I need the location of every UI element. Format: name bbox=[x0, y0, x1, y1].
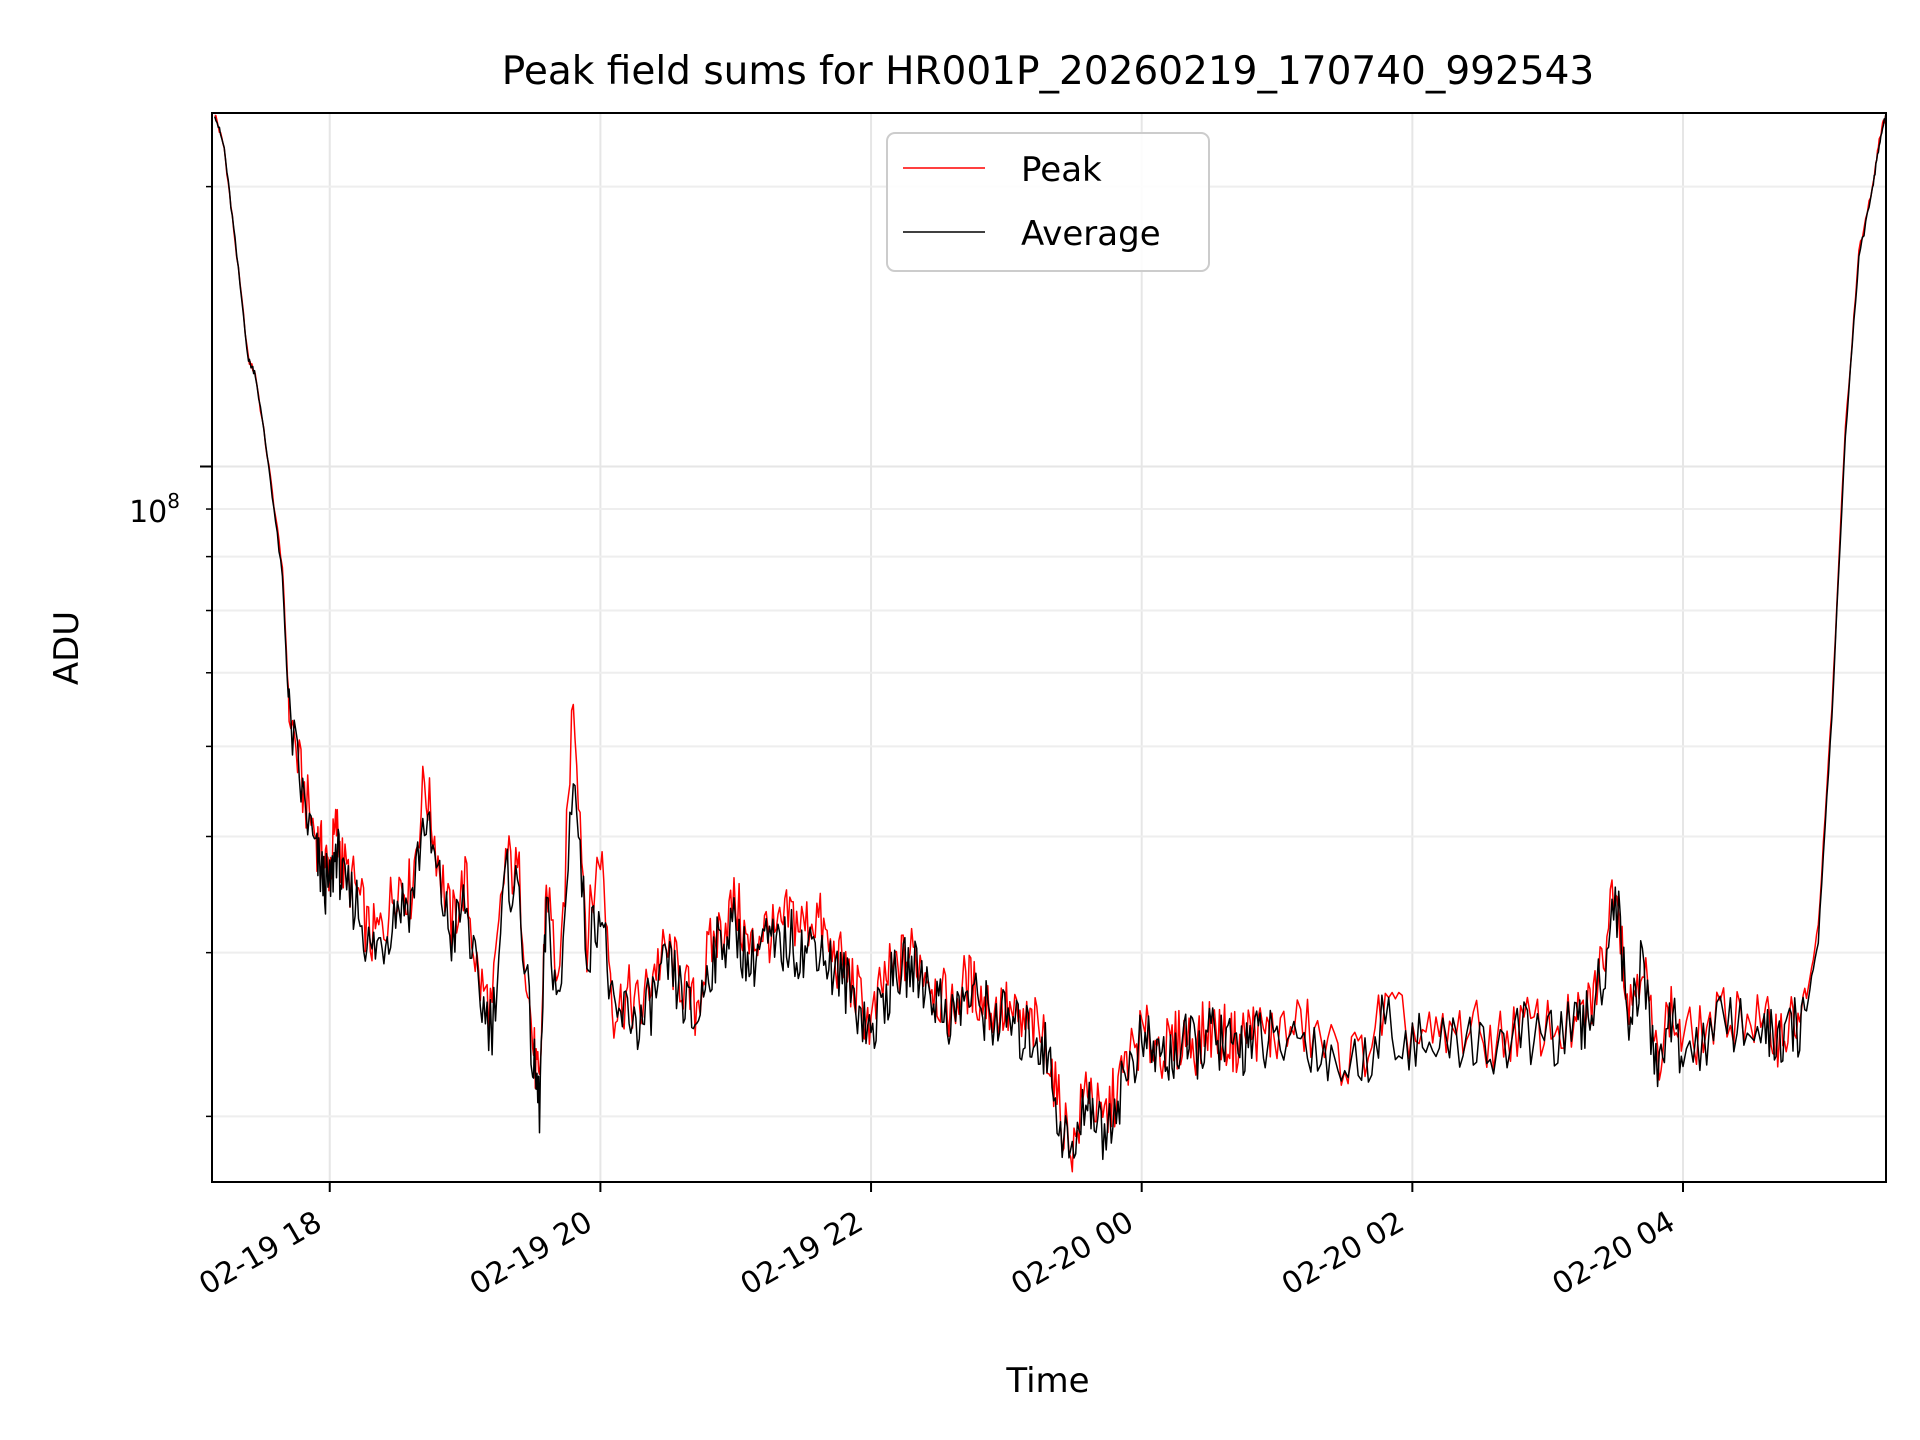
series-line-average bbox=[213, 112, 1887, 1161]
legend-label-average: Average bbox=[1021, 214, 1161, 254]
x-axis-label: Time bbox=[1005, 1361, 1089, 1401]
y-tick-label: 108 bbox=[129, 489, 180, 530]
series-line-peak bbox=[214, 112, 1887, 1173]
series-layer bbox=[213, 112, 1887, 1173]
grid bbox=[212, 113, 1886, 1182]
chart-title: Peak field sums for HR001P_20260219_1707… bbox=[502, 49, 1594, 94]
y-axis-label: ADU bbox=[47, 611, 87, 685]
legend: Peak Average bbox=[886, 132, 1210, 272]
plot-frame bbox=[211, 112, 1887, 1183]
legend-label-peak: Peak bbox=[1021, 150, 1102, 190]
y-axis: 108 bbox=[129, 185, 212, 1118]
